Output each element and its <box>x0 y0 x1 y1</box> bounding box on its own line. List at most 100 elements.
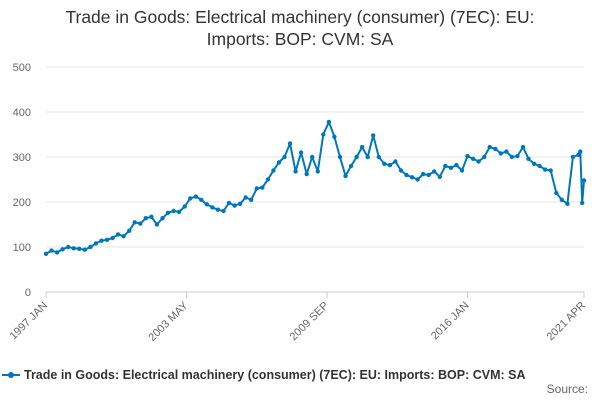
data-point <box>509 154 515 160</box>
data-point <box>132 220 137 225</box>
data-point <box>49 248 54 253</box>
data-point <box>265 177 271 182</box>
data-point <box>387 162 393 168</box>
data-point <box>421 171 426 177</box>
data-point <box>43 251 49 256</box>
data-point <box>482 154 487 160</box>
data-point <box>437 174 442 179</box>
data-point <box>66 244 71 250</box>
data-point <box>315 169 320 174</box>
data-point <box>515 153 520 159</box>
data-point <box>443 163 448 169</box>
data-point <box>110 235 115 241</box>
data-point <box>415 177 420 182</box>
legend-series-marker <box>2 370 20 380</box>
data-point <box>365 154 370 160</box>
data-point <box>127 228 132 233</box>
data-point <box>376 154 381 160</box>
data-point <box>487 144 492 150</box>
data-point <box>559 197 564 202</box>
data-point <box>304 171 309 177</box>
data-point <box>310 154 315 160</box>
data-point <box>409 175 415 180</box>
data-point <box>570 154 576 160</box>
data-point <box>176 209 182 215</box>
data-point <box>580 200 585 206</box>
data-point <box>210 205 215 210</box>
data-point <box>404 172 409 178</box>
data-point <box>188 196 193 201</box>
data-point <box>232 203 237 208</box>
y-tick-label: 0 <box>25 287 31 299</box>
data-point <box>470 156 476 161</box>
data-point <box>260 185 265 190</box>
legend-series-label: Trade in Goods: Electrical machinery (co… <box>24 368 526 382</box>
data-point <box>88 244 93 250</box>
data-point <box>465 153 470 159</box>
chart-title-line-2: Imports: BOP: CVM: SA <box>206 29 394 49</box>
data-point <box>77 246 82 251</box>
x-tick-label: 2021 APR <box>545 300 589 344</box>
data-point <box>504 149 509 154</box>
data-point <box>149 214 154 219</box>
data-point <box>359 144 365 150</box>
data-point <box>171 208 176 214</box>
x-tick-label: 2003 MAY <box>146 299 191 344</box>
x-tick-label: 1997 JAN <box>7 300 50 343</box>
data-point <box>160 216 165 221</box>
data-point <box>548 168 553 173</box>
data-point <box>520 144 526 150</box>
source-label: Source: <box>546 382 588 396</box>
data-point <box>565 201 570 206</box>
data-point <box>93 241 99 246</box>
data-point <box>576 152 581 157</box>
data-point <box>199 197 204 202</box>
data-point <box>271 168 276 173</box>
data-point <box>243 195 248 200</box>
data-point <box>543 167 548 172</box>
data-point <box>526 156 531 161</box>
data-point <box>71 246 76 251</box>
y-tick-label: 200 <box>13 197 31 209</box>
y-tick-label: 500 <box>13 62 31 74</box>
legend[interactable]: Trade in Goods: Electrical machinery (co… <box>2 366 600 384</box>
data-point <box>138 221 143 226</box>
data-point <box>298 150 304 155</box>
data-point <box>337 154 343 160</box>
data-point <box>204 202 209 207</box>
data-point <box>581 178 587 183</box>
data-point <box>282 154 287 160</box>
data-point <box>426 172 431 178</box>
data-point <box>60 247 65 252</box>
data-point <box>221 208 226 214</box>
data-point <box>382 161 387 166</box>
data-point <box>321 132 326 137</box>
data-point <box>293 169 298 174</box>
data-point <box>554 190 559 196</box>
x-tick-label: 2016 JAN <box>429 300 472 343</box>
data-point <box>448 165 454 170</box>
data-point <box>326 119 332 125</box>
data-point <box>459 168 465 173</box>
data-point <box>165 210 171 215</box>
data-point <box>54 250 60 255</box>
data-point <box>99 238 104 243</box>
data-point <box>454 162 459 168</box>
data-point <box>348 163 354 169</box>
data-point <box>537 163 542 169</box>
y-tick-label: 100 <box>13 242 31 254</box>
data-point <box>154 222 160 227</box>
data-point <box>249 197 254 202</box>
data-point <box>121 234 126 239</box>
data-point <box>354 154 359 160</box>
data-point <box>254 186 259 191</box>
data-point <box>498 151 503 156</box>
y-tick-label: 300 <box>13 152 31 164</box>
data-point <box>182 204 187 209</box>
data-point <box>398 168 404 173</box>
data-point <box>287 141 293 146</box>
data-point <box>432 169 437 174</box>
y-tick-label: 400 <box>13 107 31 119</box>
chart-title: Trade in Goods: Electrical machinery (co… <box>0 6 600 50</box>
